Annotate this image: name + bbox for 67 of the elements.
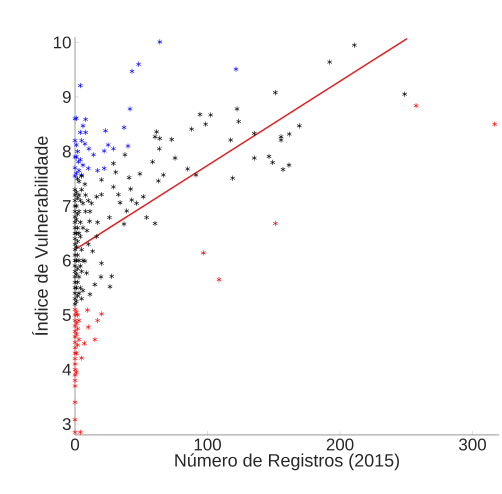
point — [72, 318, 78, 324]
point — [72, 323, 78, 329]
point — [127, 106, 133, 112]
point — [72, 372, 78, 378]
y-tick-label: 7 — [62, 200, 71, 212]
y-tick-label: 8 — [62, 145, 71, 158]
point — [72, 334, 78, 340]
point — [72, 356, 78, 362]
point — [83, 116, 88, 122]
point — [78, 82, 83, 88]
point — [72, 399, 78, 406]
point — [72, 383, 78, 389]
point — [78, 130, 83, 136]
point — [72, 328, 78, 334]
point — [72, 339, 78, 346]
point — [72, 378, 78, 384]
point — [492, 121, 498, 128]
y-tick-label: 4 — [62, 364, 71, 376]
point — [86, 165, 91, 172]
point — [80, 122, 86, 129]
point — [72, 366, 78, 372]
point — [79, 355, 84, 362]
point — [136, 61, 142, 68]
x-axis-title: Número de Registros (2015) — [175, 453, 399, 470]
point — [94, 168, 100, 174]
point — [83, 130, 88, 136]
point — [75, 148, 80, 154]
point — [414, 102, 419, 109]
point — [72, 173, 78, 179]
point — [74, 369, 79, 376]
point — [72, 416, 78, 423]
point — [102, 165, 107, 172]
point — [91, 152, 96, 158]
point — [216, 276, 222, 282]
point — [233, 66, 239, 72]
point — [106, 142, 111, 148]
y-tick-label: 10 — [54, 36, 71, 48]
point — [72, 429, 78, 436]
y-tick-label: 6 — [62, 254, 71, 267]
point — [110, 146, 116, 152]
x-tick-label: 100 — [194, 438, 221, 451]
x-tick-label: 200 — [326, 438, 354, 451]
point — [94, 318, 100, 324]
point — [78, 429, 83, 436]
point — [74, 309, 79, 316]
point — [86, 324, 91, 330]
point — [102, 148, 107, 154]
point — [82, 340, 87, 346]
point — [102, 128, 108, 134]
y-tick-label: 5 — [62, 309, 71, 321]
point — [98, 311, 104, 317]
point — [121, 124, 127, 130]
point — [84, 307, 90, 314]
y-tick-label: 3 — [62, 418, 71, 430]
point — [129, 68, 135, 74]
point — [72, 361, 78, 367]
point — [200, 250, 206, 256]
point — [157, 39, 162, 45]
point — [125, 143, 131, 149]
point — [75, 342, 80, 348]
y-tick-label: 9 — [62, 90, 71, 103]
point — [92, 336, 98, 342]
x-tick-label: 0 — [70, 438, 80, 451]
y-axis-title: Índice de Vulnerabilidade — [32, 136, 48, 336]
point — [79, 138, 84, 144]
point — [272, 220, 278, 226]
x-tick-label: 300 — [459, 438, 486, 451]
